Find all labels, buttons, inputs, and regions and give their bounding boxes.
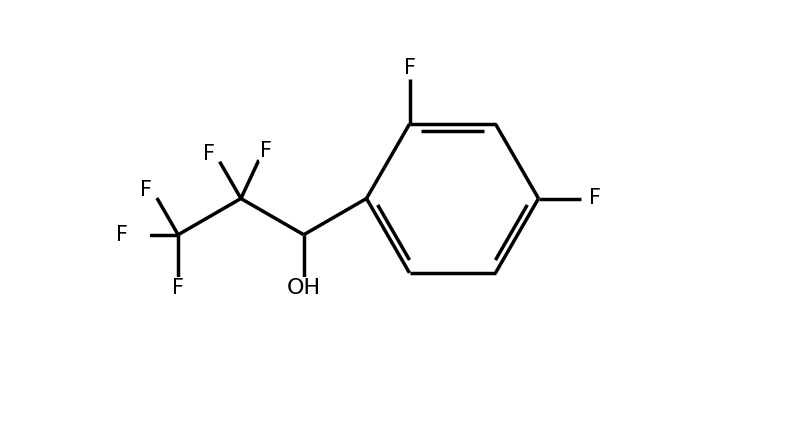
Text: F: F [260, 141, 272, 161]
Text: F: F [589, 188, 601, 208]
Text: OH: OH [286, 278, 321, 298]
Text: F: F [202, 144, 214, 164]
Text: F: F [172, 278, 184, 298]
Text: F: F [116, 225, 128, 245]
Text: F: F [140, 181, 152, 201]
Text: F: F [403, 58, 415, 78]
